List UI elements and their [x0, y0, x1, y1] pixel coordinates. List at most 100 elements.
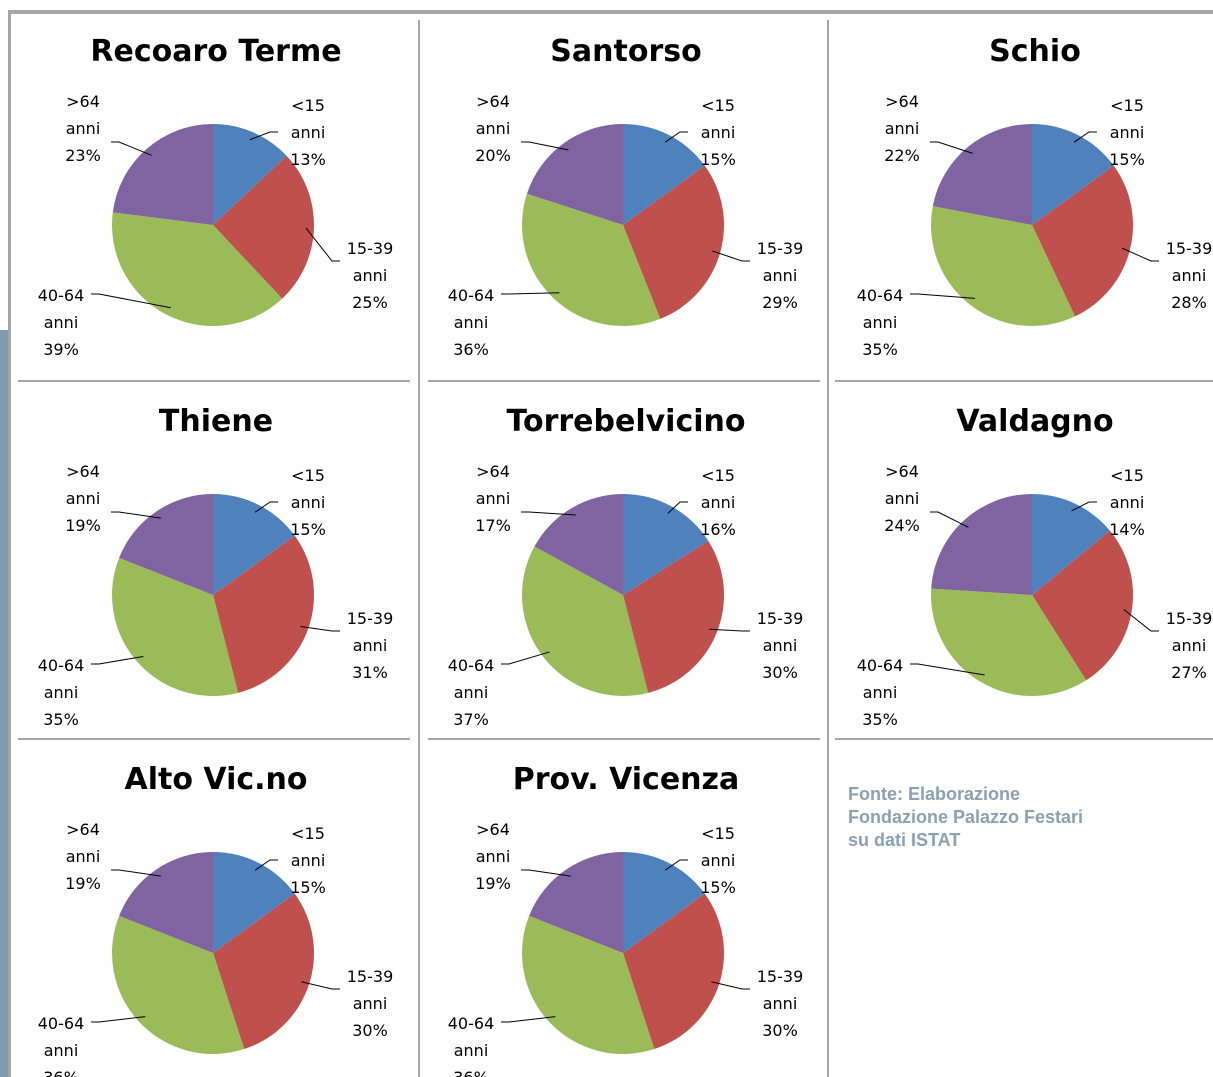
slice-value: 25% — [352, 293, 388, 312]
slice-label: <15 anni 15% — [690, 92, 746, 173]
slice-category: 15-39 anni — [1165, 609, 1213, 655]
leader-line — [930, 511, 969, 528]
leader-line — [301, 981, 340, 990]
leader-line — [521, 869, 571, 877]
slice-value: 35% — [43, 710, 79, 729]
slice-category: 40-64 anni — [447, 286, 495, 332]
leader-line — [1121, 247, 1159, 262]
slice-category: <15 anni — [700, 466, 736, 512]
slice-label: >64 anni 24% — [874, 458, 930, 539]
slice-value: 30% — [762, 1021, 798, 1040]
source-line: Fondazione Palazzo Festari — [848, 807, 1084, 827]
leader-line — [930, 141, 973, 154]
slice-value: 23% — [65, 146, 101, 165]
leader-line — [521, 141, 569, 151]
leader-line — [501, 1016, 556, 1023]
pie-slice — [213, 893, 315, 1050]
chart-title: Recoaro Terme — [90, 34, 342, 69]
pie-slice — [213, 852, 295, 953]
slice-category: 15-39 anni — [756, 967, 804, 1013]
slice-label: 40-64 anni 35% — [33, 652, 89, 733]
slice-category: >64 anni — [65, 820, 101, 866]
chart-title: Valdagno — [956, 404, 1114, 439]
slice-label: 15-39 anni 31% — [342, 605, 398, 686]
slice-value: 19% — [475, 874, 511, 893]
slice-value: 36% — [443, 1064, 499, 1077]
chart-title: Thiene — [158, 404, 274, 439]
leader-line — [91, 1016, 146, 1023]
slice-value: 16% — [700, 520, 736, 539]
leader-line — [664, 131, 688, 143]
slice-value: 15% — [290, 520, 326, 539]
slice-category: 15-39 anni — [346, 967, 394, 1013]
leader-line — [521, 511, 576, 516]
leader-line — [91, 293, 171, 309]
slice-label: 40-64 anni 37% — [443, 652, 499, 733]
slice-value: 39% — [43, 340, 79, 359]
slice-category: 40-64 anni — [856, 286, 904, 332]
slice-label: 15-39 anni 30% — [752, 605, 808, 686]
source-line: Fonte: Elaborazione — [848, 784, 1021, 804]
pie-slice — [526, 124, 623, 225]
left-border — [8, 10, 11, 1077]
slice-value: 36% — [33, 1064, 89, 1077]
slice-category: >64 anni — [884, 92, 920, 138]
slice-category: <15 anni — [1109, 96, 1145, 142]
slice-value: 19% — [65, 874, 101, 893]
slice-category: <15 anni — [290, 824, 326, 870]
slice-label: >64 anni 22% — [874, 88, 930, 169]
pie-slice — [529, 852, 623, 953]
slice-category: 40-64 anni — [37, 656, 85, 702]
slice-value: 35% — [862, 340, 898, 359]
slice-label: >64 anni 19% — [465, 816, 521, 897]
slice-value: 31% — [352, 663, 388, 682]
slice-value: 15% — [1109, 150, 1145, 169]
pie-slice — [119, 852, 213, 953]
slice-category: <15 anni — [1109, 466, 1145, 512]
leader-line — [910, 293, 976, 299]
slice-label: >64 anni 19% — [55, 458, 111, 539]
slice-category: 15-39 anni — [346, 609, 394, 655]
pie-slice — [1032, 165, 1133, 317]
slice-label: >64 anni 19% — [55, 816, 111, 897]
leader-line — [1123, 609, 1159, 632]
slice-category: <15 anni — [700, 824, 736, 870]
slice-label: <15 anni 15% — [280, 462, 336, 543]
pie-slice — [522, 915, 655, 1055]
slice-value: 20% — [475, 146, 511, 165]
chart-title: Schio — [989, 34, 1081, 69]
slice-category: >64 anni — [884, 462, 920, 508]
slice-value: 29% — [762, 293, 798, 312]
pie-slice — [119, 494, 213, 595]
slice-category: 15-39 anni — [346, 239, 394, 285]
slice-label: <15 anni 13% — [280, 92, 336, 173]
leader-line — [712, 250, 750, 262]
pie-slice — [931, 588, 1087, 697]
leader-line — [1073, 131, 1097, 143]
slice-value: 15% — [700, 150, 736, 169]
leader-line — [664, 859, 688, 871]
leader-line — [111, 869, 161, 877]
slice-label: 40-64 anni 36% — [443, 282, 499, 363]
chart-title: Prov. Vicenza — [512, 762, 740, 797]
slice-label: 15-39 anni 30% — [752, 963, 808, 1044]
pie-slice — [112, 212, 283, 326]
slice-label: <15 anni 15% — [1099, 92, 1155, 173]
slice-label: <15 anni 16% — [690, 462, 746, 543]
pie-slice — [1032, 494, 1110, 595]
pie-slice — [534, 494, 623, 595]
slice-value: 14% — [1109, 520, 1145, 539]
slice-category: 40-64 anni — [37, 286, 85, 332]
pie-slice — [932, 124, 1032, 225]
slice-category: >64 anni — [65, 462, 101, 508]
slice-category: <15 anni — [290, 466, 326, 512]
slice-label: 40-64 anni 36% — [443, 1010, 499, 1077]
leader-line — [91, 655, 144, 665]
pie-slice — [931, 494, 1032, 595]
source-note: Fonte: Elaborazione Fondazione Palazzo F… — [848, 783, 1083, 852]
leader-line — [709, 628, 750, 632]
slice-label: 40-64 anni 35% — [852, 282, 908, 363]
slice-value: 37% — [453, 710, 489, 729]
